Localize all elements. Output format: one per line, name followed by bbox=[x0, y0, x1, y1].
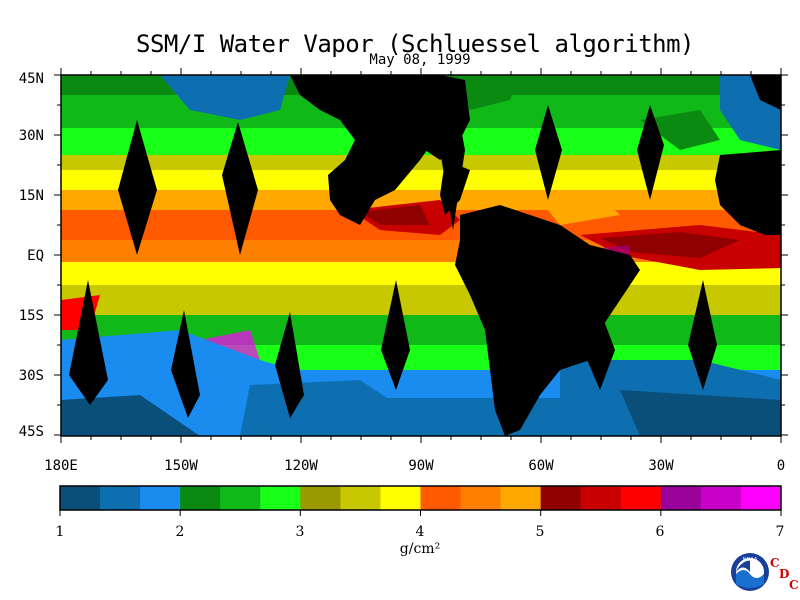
colorbar bbox=[59, 486, 782, 516]
colorbar-swatch bbox=[340, 486, 381, 510]
colorbar-units: g/cm² bbox=[399, 541, 441, 557]
lat-label-45n: 45N bbox=[18, 71, 44, 87]
colorbar-swatch bbox=[420, 486, 462, 510]
colorbar-tick-1: 1 bbox=[55, 524, 65, 540]
colorbar-swatch bbox=[380, 486, 421, 510]
lat-label-eq: EQ bbox=[27, 248, 44, 264]
noaa-logo-icon: NOAA bbox=[731, 553, 769, 591]
lat-label-30n: 30N bbox=[18, 128, 44, 144]
colorbar-swatch bbox=[660, 486, 702, 510]
lat-label-30s: 30S bbox=[18, 368, 44, 384]
colorbar-tick-7: 7 bbox=[775, 524, 785, 540]
lon-label-180e: 180E bbox=[44, 458, 78, 474]
lon-label-0: 0 bbox=[776, 458, 786, 474]
colorbar-swatch bbox=[140, 486, 181, 510]
colorbar-swatch bbox=[620, 486, 662, 510]
colorbar-tick-3: 3 bbox=[295, 524, 305, 540]
colorbar-swatch bbox=[220, 486, 261, 510]
colorbar-tick-2: 2 bbox=[175, 524, 185, 540]
colorbar-swatch bbox=[500, 486, 542, 510]
lon-label-90w: 90W bbox=[408, 458, 434, 474]
lat-label-15n: 15N bbox=[18, 188, 44, 204]
colorbar-swatch bbox=[60, 486, 101, 510]
lat-label-15s: 15S bbox=[18, 308, 44, 324]
colorbar-tick-4: 4 bbox=[415, 524, 425, 540]
lat-label-45s: 45S bbox=[18, 424, 44, 440]
map-title: SSM/I Water Vapor (Schluessel algorithm) bbox=[136, 30, 694, 58]
lon-label-150w: 150W bbox=[164, 458, 198, 474]
map-date: May 08, 1999 bbox=[369, 52, 471, 68]
colorbar-swatch bbox=[700, 486, 742, 510]
colorbar-swatch bbox=[300, 486, 341, 510]
colorbar-swatch bbox=[540, 486, 582, 510]
lon-label-30w: 30W bbox=[648, 458, 674, 474]
colorbar-swatch bbox=[460, 486, 502, 510]
cdc-letter-d: D bbox=[779, 567, 790, 581]
lon-label-120w: 120W bbox=[284, 458, 318, 474]
colorbar-swatch bbox=[260, 486, 301, 510]
colorbar-swatch bbox=[180, 486, 221, 510]
colorbar-swatch bbox=[580, 486, 622, 510]
colorbar-swatch bbox=[740, 486, 782, 510]
axis-ticks bbox=[54, 68, 788, 443]
noaa-logo-text: NOAA bbox=[743, 557, 758, 563]
lon-label-60w: 60W bbox=[528, 458, 554, 474]
map-field bbox=[61, 75, 781, 436]
colorbar-tick-5: 5 bbox=[535, 524, 545, 540]
cdc-letter-c1: C bbox=[770, 556, 780, 570]
colorbar-swatch bbox=[100, 486, 141, 510]
colorbar-tick-6: 6 bbox=[655, 524, 665, 540]
cdc-letter-c2: C bbox=[789, 578, 799, 592]
colorbar-frame bbox=[59, 485, 782, 511]
